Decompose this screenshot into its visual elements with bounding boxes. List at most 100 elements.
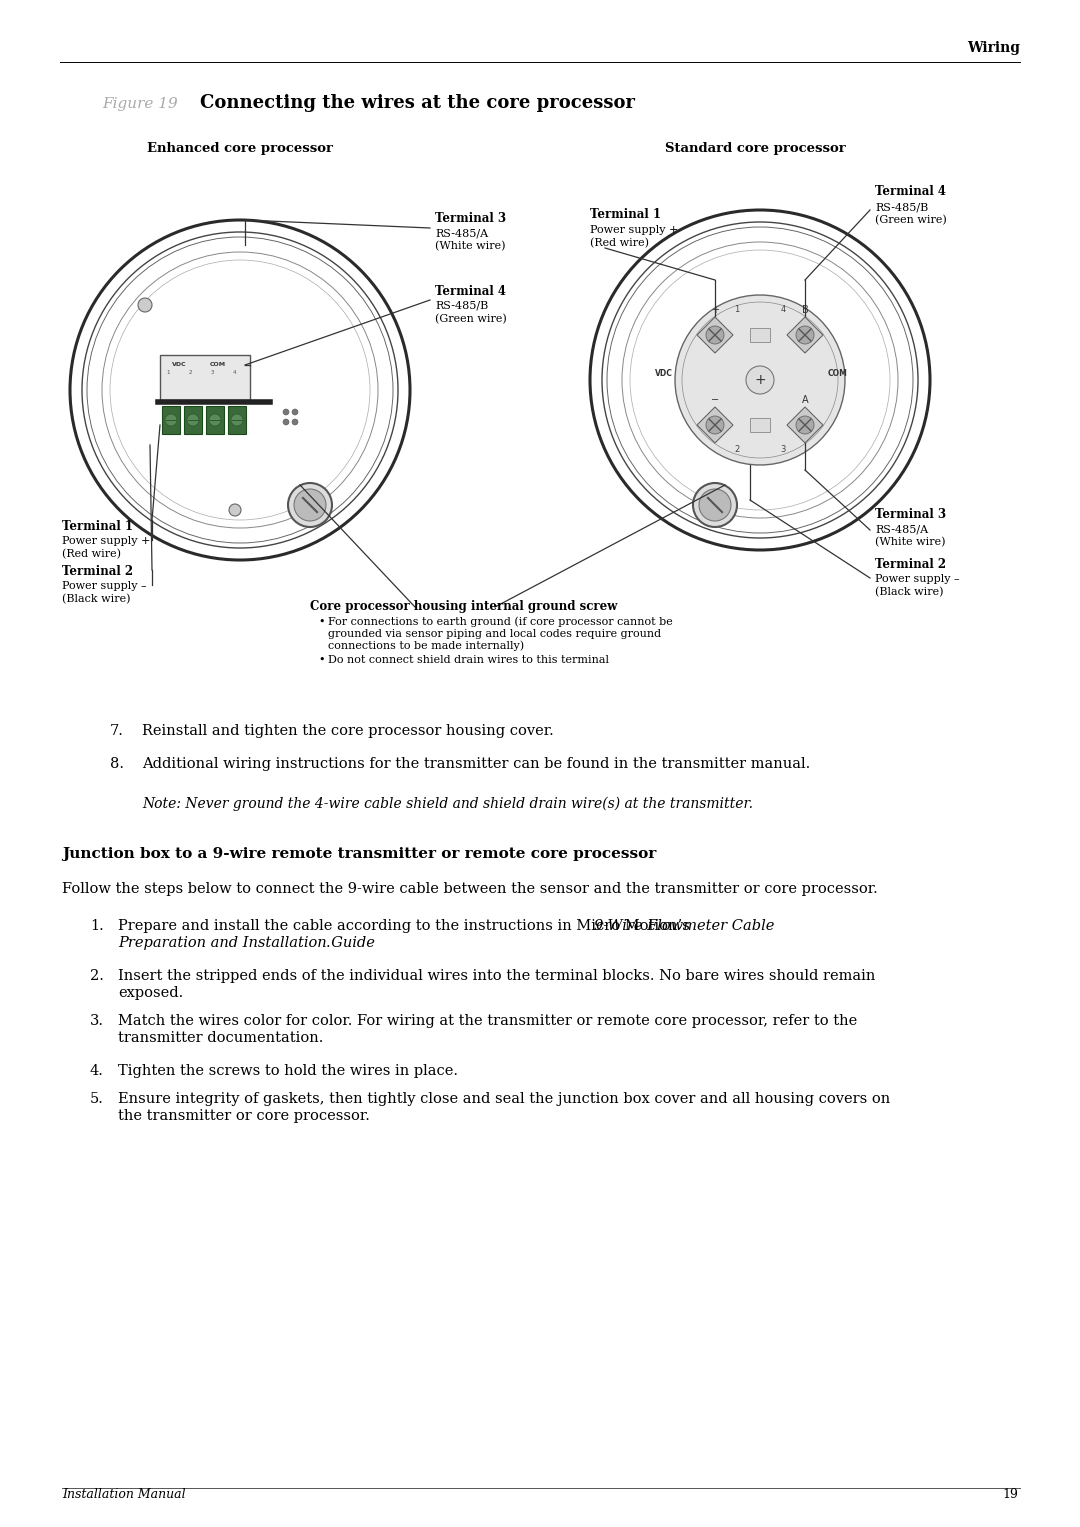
Text: 1: 1 bbox=[166, 370, 170, 376]
Text: RS-485/A: RS-485/A bbox=[435, 228, 488, 238]
Text: Wiring: Wiring bbox=[967, 41, 1020, 55]
Circle shape bbox=[138, 298, 152, 312]
Text: exposed.: exposed. bbox=[118, 986, 184, 1000]
Text: (Red wire): (Red wire) bbox=[62, 548, 121, 559]
Text: Connecting the wires at the core processor: Connecting the wires at the core process… bbox=[200, 95, 635, 111]
Text: Terminal 2: Terminal 2 bbox=[875, 557, 946, 571]
Circle shape bbox=[675, 295, 845, 466]
Circle shape bbox=[229, 504, 241, 516]
Text: Figure 19: Figure 19 bbox=[102, 98, 178, 111]
Text: +: + bbox=[754, 373, 766, 386]
Text: A: A bbox=[801, 395, 808, 405]
Circle shape bbox=[87, 238, 392, 542]
Circle shape bbox=[292, 409, 298, 415]
Text: 5.: 5. bbox=[90, 1092, 104, 1106]
Text: Tighten the screws to hold the wires in place.: Tighten the screws to hold the wires in … bbox=[118, 1064, 458, 1078]
Text: (Green wire): (Green wire) bbox=[435, 313, 507, 324]
Circle shape bbox=[796, 325, 814, 344]
Text: Enhanced core processor: Enhanced core processor bbox=[147, 142, 333, 156]
Text: Follow the steps below to connect the 9-wire cable between the sensor and the tr: Follow the steps below to connect the 9-… bbox=[62, 883, 878, 896]
Text: 8.: 8. bbox=[110, 757, 124, 771]
Text: +: + bbox=[711, 305, 719, 315]
Text: Preparation and Installation Guide: Preparation and Installation Guide bbox=[118, 936, 375, 950]
Text: Insert the stripped ends of the individual wires into the terminal blocks. No ba: Insert the stripped ends of the individu… bbox=[118, 970, 876, 983]
Circle shape bbox=[165, 414, 177, 426]
Circle shape bbox=[796, 415, 814, 434]
Text: Match the wires color for color. For wiring at the transmitter or remote core pr: Match the wires color for color. For wir… bbox=[118, 1014, 858, 1028]
Circle shape bbox=[294, 489, 326, 521]
Circle shape bbox=[210, 414, 221, 426]
Text: VDC: VDC bbox=[654, 370, 673, 379]
Text: 19: 19 bbox=[1002, 1487, 1018, 1501]
Text: .: . bbox=[325, 936, 330, 950]
Text: B: B bbox=[801, 305, 808, 315]
Text: Note: Never ground the 4-wire cable shield and shield drain wire(s) at the trans: Note: Never ground the 4-wire cable shie… bbox=[141, 797, 753, 811]
Text: 1.: 1. bbox=[90, 919, 104, 933]
Circle shape bbox=[283, 409, 289, 415]
Text: Ensure integrity of gaskets, then tightly close and seal the junction box cover : Ensure integrity of gaskets, then tightl… bbox=[118, 1092, 890, 1106]
Text: •: • bbox=[318, 617, 324, 628]
Text: transmitter documentation.: transmitter documentation. bbox=[118, 1031, 323, 1044]
Text: grounded via sensor piping and local codes require ground: grounded via sensor piping and local cod… bbox=[328, 629, 661, 638]
Text: 2.: 2. bbox=[90, 970, 104, 983]
Text: (Red wire): (Red wire) bbox=[590, 238, 649, 247]
Circle shape bbox=[187, 414, 199, 426]
Text: 4: 4 bbox=[232, 370, 235, 376]
Text: Installation Manual: Installation Manual bbox=[62, 1487, 186, 1501]
Text: Terminal 1: Terminal 1 bbox=[62, 521, 133, 533]
Polygon shape bbox=[787, 408, 823, 443]
Text: For connections to earth ground (if core processor cannot be: For connections to earth ground (if core… bbox=[328, 617, 673, 628]
Circle shape bbox=[608, 228, 912, 531]
Circle shape bbox=[288, 483, 332, 527]
Text: 1: 1 bbox=[734, 305, 740, 315]
Text: 3: 3 bbox=[211, 370, 214, 376]
Text: 3.: 3. bbox=[90, 1014, 104, 1028]
FancyBboxPatch shape bbox=[206, 406, 224, 434]
Circle shape bbox=[231, 414, 243, 426]
Text: Junction box to a 9-wire remote transmitter or remote core processor: Junction box to a 9-wire remote transmit… bbox=[62, 847, 657, 861]
Circle shape bbox=[283, 418, 289, 425]
Text: (Black wire): (Black wire) bbox=[62, 594, 131, 605]
Text: Terminal 4: Terminal 4 bbox=[875, 185, 946, 199]
Text: 3: 3 bbox=[781, 446, 785, 455]
Text: (Black wire): (Black wire) bbox=[875, 586, 944, 597]
Text: (White wire): (White wire) bbox=[875, 536, 945, 547]
Text: COM: COM bbox=[828, 370, 848, 379]
Text: the transmitter or core processor.: the transmitter or core processor. bbox=[118, 1109, 369, 1122]
FancyBboxPatch shape bbox=[228, 406, 246, 434]
Text: VDC: VDC bbox=[172, 362, 187, 366]
Text: Standard core processor: Standard core processor bbox=[664, 142, 846, 156]
Text: Terminal 3: Terminal 3 bbox=[435, 212, 507, 224]
Text: Power supply –: Power supply – bbox=[875, 574, 960, 583]
Circle shape bbox=[292, 418, 298, 425]
Text: Core processor housing internal ground screw: Core processor housing internal ground s… bbox=[310, 600, 618, 612]
Polygon shape bbox=[697, 408, 733, 443]
Text: 4: 4 bbox=[781, 305, 785, 315]
Text: connections to be made internally): connections to be made internally) bbox=[328, 640, 524, 651]
Text: RS-485/B: RS-485/B bbox=[875, 202, 928, 212]
FancyBboxPatch shape bbox=[750, 418, 770, 432]
Text: 7.: 7. bbox=[110, 724, 124, 738]
Circle shape bbox=[746, 366, 774, 394]
Circle shape bbox=[706, 325, 724, 344]
Text: 2: 2 bbox=[734, 446, 740, 455]
Text: Do not connect shield drain wires to this terminal: Do not connect shield drain wires to thi… bbox=[328, 655, 609, 664]
Text: Terminal 2: Terminal 2 bbox=[62, 565, 133, 579]
Text: Terminal 4: Terminal 4 bbox=[435, 286, 507, 298]
Text: RS-485/A: RS-485/A bbox=[875, 524, 928, 534]
Text: 2: 2 bbox=[188, 370, 192, 376]
FancyBboxPatch shape bbox=[160, 354, 249, 400]
FancyBboxPatch shape bbox=[750, 328, 770, 342]
Text: Terminal 3: Terminal 3 bbox=[875, 508, 946, 521]
Text: COM: COM bbox=[210, 362, 226, 366]
Text: Reinstall and tighten the core processor housing cover.: Reinstall and tighten the core processor… bbox=[141, 724, 554, 738]
Text: Terminal 1: Terminal 1 bbox=[590, 208, 661, 221]
Text: −: − bbox=[711, 395, 719, 405]
Text: (Green wire): (Green wire) bbox=[875, 215, 947, 224]
Circle shape bbox=[693, 483, 737, 527]
Circle shape bbox=[706, 415, 724, 434]
Text: Power supply –: Power supply – bbox=[62, 580, 147, 591]
Text: RS-485/B: RS-485/B bbox=[435, 301, 488, 312]
Text: Additional wiring instructions for the transmitter can be found in the transmitt: Additional wiring instructions for the t… bbox=[141, 757, 810, 771]
Circle shape bbox=[699, 489, 731, 521]
